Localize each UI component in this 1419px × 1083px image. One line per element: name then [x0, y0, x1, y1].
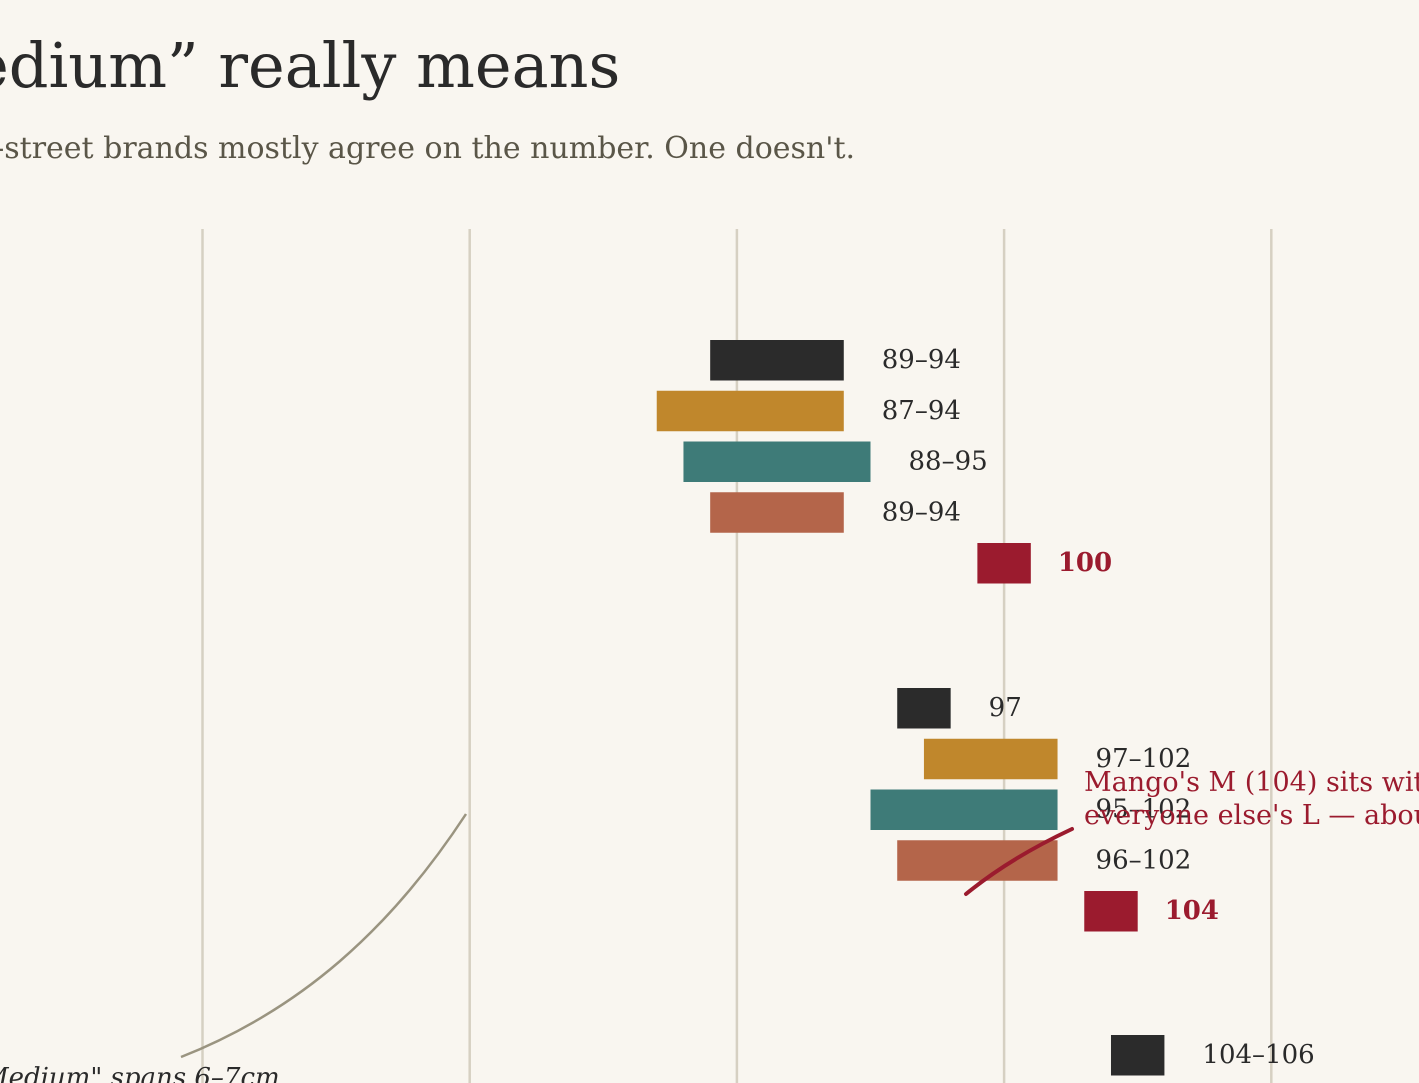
bar-m-3 [870, 789, 1058, 830]
annotations: Mango's M (104) sits with everyone else'… [0, 767, 1419, 1083]
value-labels: 89–94 87–94 88–95 89–94 100 97 97–102 95–102 96–… [882, 345, 1315, 1070]
bar-s-3 [683, 441, 871, 482]
bar-m-1 [897, 688, 951, 729]
chart-subtitle: Body chest (cm) chest by alpha size — ei… [0, 131, 855, 166]
bars [656, 340, 1165, 1076]
value-label-s-5: 100 [1058, 548, 1112, 578]
value-label-m-5: 104 [1165, 896, 1219, 926]
value-label-s-1: 89–94 [882, 345, 961, 375]
bar-l-1 [1110, 1035, 1165, 1076]
bar-m-2 [923, 738, 1058, 780]
bar-s-5 [977, 543, 1031, 584]
bar-s-4 [710, 492, 844, 533]
value-label-s-4: 89–94 [882, 497, 961, 527]
outlier-annotation-line2: everyone else's L — about [1084, 800, 1419, 831]
value-label-l-1: 104–106 [1202, 1040, 1314, 1070]
value-label-m-2: 97–102 [1096, 744, 1192, 774]
outlier-annotation-line1: Mango's M (104) sits with [1084, 767, 1419, 798]
bar-m-5 [1084, 891, 1138, 932]
bar-s-2 [656, 390, 844, 432]
value-label-m-1: 97 [989, 693, 1022, 723]
value-label-s-3: 88–95 [909, 447, 988, 477]
spread-annotation-text: "Medium" spans 6–7cm [0, 1063, 280, 1083]
outlier-annotation-arrow [964, 827, 1074, 896]
chart-title: What a men's “medium” really means [0, 29, 620, 102]
value-label-s-2: 87–94 [882, 396, 961, 426]
bar-m-4 [897, 840, 1058, 881]
bar-s-1 [710, 340, 844, 381]
value-label-m-3: 95–102 [1096, 795, 1192, 825]
spread-annotation-curve [180, 813, 468, 1059]
value-label-m-4: 96–102 [1096, 845, 1192, 875]
